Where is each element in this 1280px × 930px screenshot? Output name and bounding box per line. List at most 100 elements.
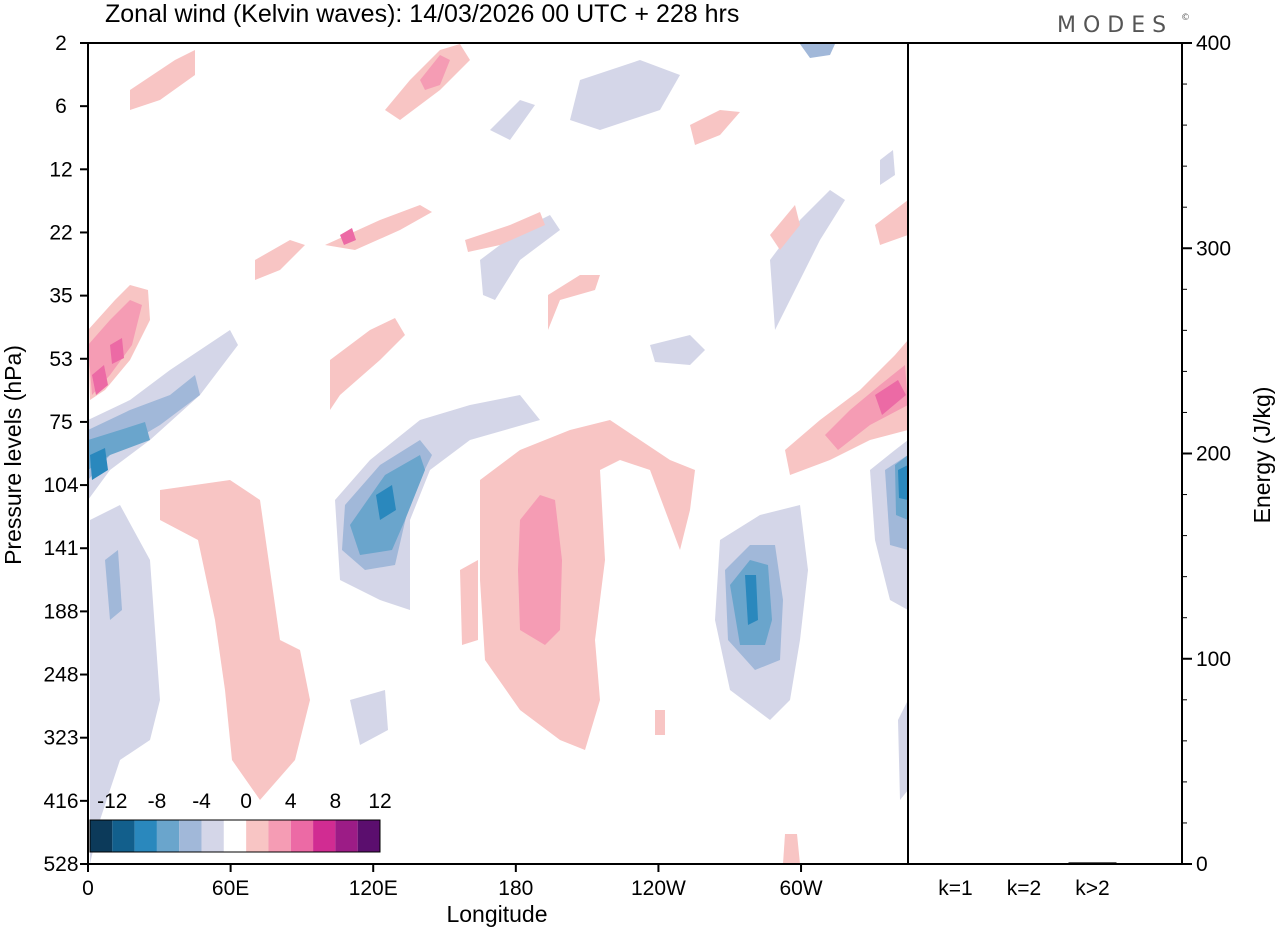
contour-neg-moderate	[800, 44, 835, 58]
contour-plot-background	[88, 43, 908, 864]
energy-bars: k=1 k=2 k>2	[931, 862, 1117, 900]
contour-neg-weak	[650, 335, 705, 365]
contour-pos-weak	[160, 480, 310, 800]
y-tick-label: 323	[43, 727, 78, 750]
energy-bar-label: k>2	[1075, 877, 1109, 900]
energy-bar	[1068, 862, 1117, 864]
energy-tick-label: 200	[1196, 443, 1231, 466]
x-tick-label: 60E	[212, 877, 249, 900]
y-tick-label: 12	[49, 158, 72, 181]
colorbar-swatch	[90, 820, 113, 852]
contour-pos-weak	[785, 340, 908, 475]
colorbar-swatch	[179, 820, 202, 852]
contour-pos-strong	[875, 380, 906, 415]
colorbar-swatch	[156, 820, 180, 852]
pressure-axis: 2 6 12 22 35 53 75 104 141 188 248 323 416 528	[43, 32, 88, 876]
colorbar: -12 -8 -4 0 4 8 12	[89, 790, 392, 853]
contour-neg-weak	[880, 150, 895, 185]
colorbar-tick-label: 0	[240, 790, 252, 813]
longitude-axis: 0 60E 120E 180 120W 60W	[82, 864, 823, 900]
brand-mark: ©	[1181, 13, 1190, 23]
contour-pos-strong	[92, 365, 108, 395]
colorbar-tick-label: 12	[368, 790, 391, 813]
x-tick-label: 120W	[631, 877, 686, 900]
contour-pos-weak	[783, 834, 800, 864]
y-tick-label: 248	[43, 664, 78, 687]
contour-pos-weak	[465, 212, 545, 252]
colorbar-swatch	[201, 820, 224, 852]
contour-pos-weak	[770, 205, 800, 250]
contour-pos-weak	[690, 110, 740, 145]
contour-pos-strong	[110, 338, 124, 364]
colorbar-swatch	[223, 820, 247, 852]
chart-title: Zonal wind (Kelvin waves): 14/03/2026 00…	[105, 0, 739, 28]
colorbar-tick-label: 4	[285, 790, 297, 813]
colorbar-tick-label: -12	[97, 790, 127, 813]
contour-neg-core	[90, 448, 108, 480]
contour-pos-weak	[548, 275, 600, 330]
x-tick-label: 180	[498, 877, 533, 900]
y-tick-label: 6	[55, 95, 67, 118]
y-tick-label: 416	[43, 790, 78, 813]
energy-bar-label: k=1	[938, 877, 972, 900]
y-tick-label: 35	[49, 285, 72, 308]
energy-tick-label: 400	[1196, 32, 1231, 55]
contour-neg-weak	[770, 190, 845, 330]
colorbar-swatch	[246, 820, 269, 852]
colorbar-swatch	[112, 820, 135, 852]
contour-field	[88, 44, 908, 864]
y-tick-label: 2	[55, 32, 67, 55]
contour-pos-weak	[480, 420, 695, 750]
colorbar-tick-label: 8	[330, 790, 342, 813]
colorbar-swatch	[268, 820, 291, 852]
colorbar-swatch	[290, 820, 314, 852]
x-tick-label: 120E	[349, 877, 398, 900]
energy-bar	[931, 863, 980, 864]
x-tick-label: 60W	[779, 877, 822, 900]
contour-pos-weak	[460, 560, 478, 645]
contour-neg-core	[376, 485, 396, 520]
x-axis-label: Longitude	[446, 901, 547, 927]
colorbar-swatch	[335, 820, 358, 852]
contour-pos-weak	[255, 240, 305, 280]
colorbar-frame	[89, 819, 381, 853]
energy-tick-label: 100	[1196, 648, 1231, 671]
contour-pos-weak	[330, 318, 405, 410]
contour-neg-weak	[350, 690, 388, 745]
contour-pos-weak	[875, 200, 908, 245]
energy-bar-label: k=2	[1007, 877, 1041, 900]
contour-neg-weak	[898, 700, 908, 800]
energy-axis-label: Energy (J/kg)	[1249, 387, 1275, 524]
energy-bar	[1000, 863, 1048, 864]
contour-pos-weak	[655, 710, 665, 735]
x-tick-label: 0	[82, 877, 94, 900]
y-tick-label: 22	[49, 221, 72, 244]
contour-neg-weak	[480, 215, 560, 300]
y-tick-label: 188	[43, 600, 78, 623]
contour-pos-moderate	[518, 495, 562, 645]
contour-neg-moderate	[105, 550, 122, 620]
energy-axis: 0 100 200 300 400	[1182, 32, 1231, 876]
colorbar-tick-label: -8	[148, 790, 167, 813]
contour-pos-strong	[340, 228, 356, 245]
y-axis-label: Pressure levels (hPa)	[0, 345, 26, 565]
contour-pos-moderate	[825, 365, 908, 450]
contour-neg-weak	[570, 60, 680, 130]
colorbar-swatch	[313, 820, 336, 852]
contour-neg-weak	[490, 100, 535, 140]
contour-pos-weak	[130, 50, 195, 110]
energy-tick-label: 300	[1196, 237, 1231, 260]
energy-plot-frame	[907, 42, 1183, 865]
brand-logo: MODES	[1057, 13, 1173, 38]
colorbar-swatch	[357, 820, 380, 852]
y-tick-label: 53	[49, 348, 72, 371]
colorbar-tick-label: -4	[192, 790, 211, 813]
contour-pos-moderate	[420, 55, 450, 90]
energy-tick-label: 0	[1196, 853, 1208, 876]
contour-neg-weak	[90, 505, 160, 864]
y-tick-label: 528	[43, 853, 78, 876]
y-tick-label: 104	[43, 474, 78, 497]
y-tick-label: 141	[43, 537, 78, 560]
y-tick-label: 75	[49, 411, 72, 434]
